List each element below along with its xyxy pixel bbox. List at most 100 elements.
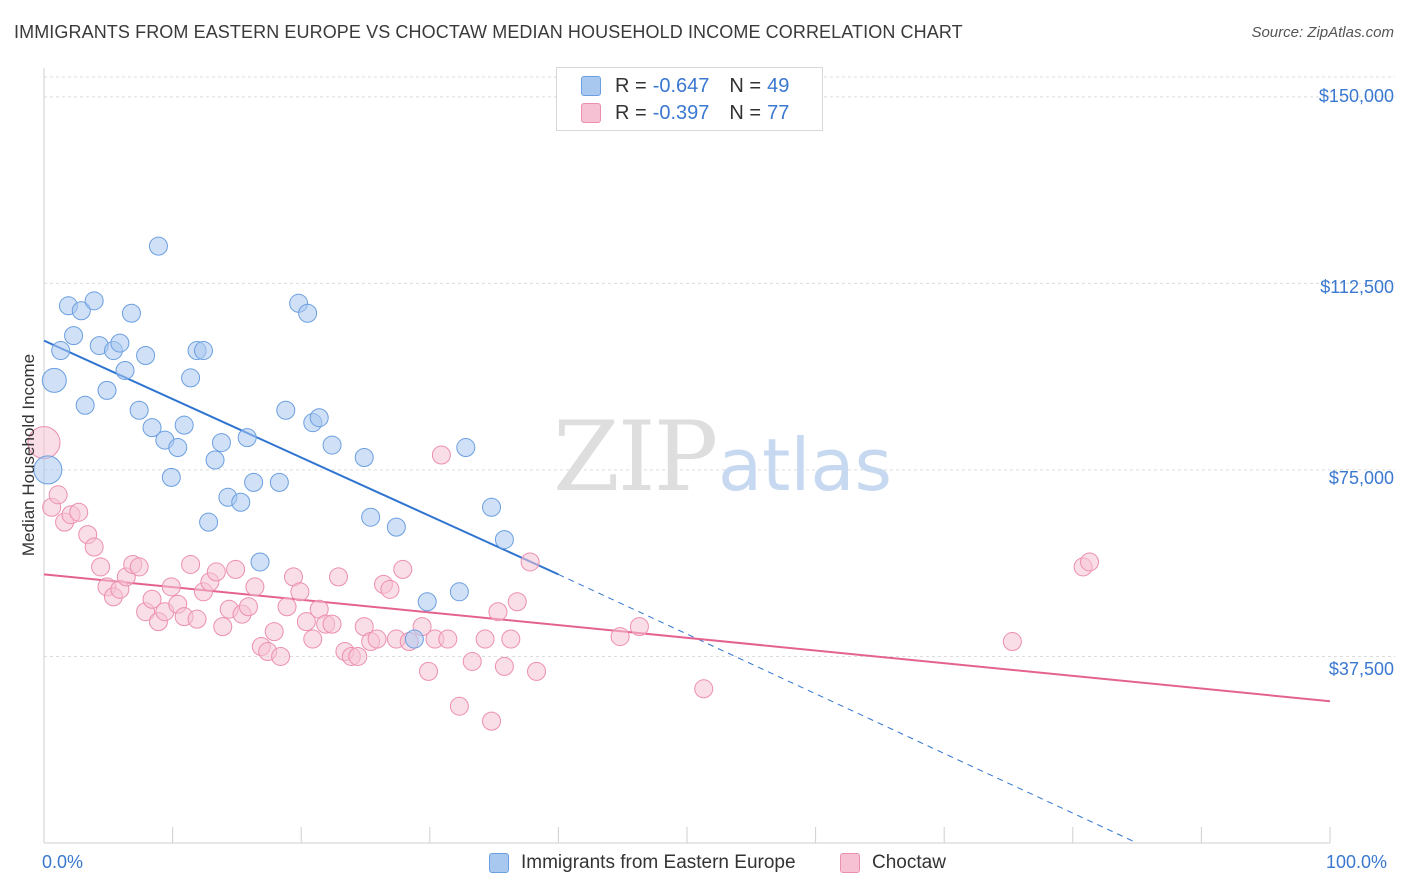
y-tick-112500: $112,500: [1320, 277, 1394, 297]
eastern-europe-point: [231, 492, 251, 512]
eastern-europe-point: [309, 408, 329, 428]
eastern-europe-point: [161, 467, 181, 487]
choctaw-point: [527, 661, 547, 681]
r-label: R =: [615, 74, 647, 97]
choctaw-points: [27, 426, 1100, 731]
y-axis-label: Median Household Income: [19, 353, 38, 557]
pink-swatch: [581, 103, 601, 123]
choctaw-point: [507, 592, 527, 612]
eastern-europe-point: [449, 582, 469, 602]
eastern-europe-point: [269, 472, 289, 492]
legend-row-eastern-europe: R = -0.647 N = 49: [581, 73, 789, 99]
eastern-europe-trend-extension: [558, 573, 1138, 844]
choctaw-point: [1080, 552, 1100, 572]
n-label: N =: [729, 101, 762, 124]
watermark-zip: ZIP: [553, 401, 716, 513]
eastern-europe-point: [115, 360, 135, 380]
eastern-europe-point: [64, 326, 84, 346]
choctaw-point: [264, 622, 284, 642]
eastern-europe-point: [168, 438, 188, 458]
eastern-europe-point: [41, 367, 67, 393]
choctaw-point: [475, 629, 495, 649]
choctaw-point: [142, 589, 162, 609]
choctaw-point: [213, 617, 233, 637]
choctaw-point: [226, 559, 246, 579]
eastern-europe-point: [456, 438, 476, 458]
eastern-europe-point: [211, 433, 231, 453]
eastern-europe-point: [129, 400, 149, 420]
legend-row-choctaw: R = -0.397 N = 77: [581, 100, 789, 126]
r-label: R =: [615, 101, 647, 124]
choctaw-point: [462, 651, 482, 671]
choctaw-point: [438, 629, 458, 649]
source-label: Source: ZipAtlas.com: [1251, 24, 1394, 41]
eastern-europe-point: [482, 497, 502, 517]
y-tick-75000: $75,000: [1328, 468, 1394, 488]
n-value: 77: [767, 101, 790, 124]
y-tick-37500: $37,500: [1328, 659, 1394, 679]
choctaw-point: [161, 577, 181, 597]
choctaw-point: [419, 661, 439, 681]
choctaw-point: [494, 656, 514, 676]
choctaw-point: [488, 602, 508, 622]
eastern-europe-point: [51, 341, 71, 361]
choctaw-point: [245, 577, 265, 597]
gridlines: [44, 76, 1395, 657]
choctaw-point: [296, 612, 316, 632]
legend-item-choctaw[interactable]: Choctaw: [840, 852, 946, 874]
choctaw-point: [271, 646, 291, 666]
blue-swatch: [581, 76, 601, 96]
eastern-europe-point: [193, 341, 213, 361]
choctaw-point: [129, 557, 149, 577]
chart-title: IMMIGRANTS FROM EASTERN EUROPE VS CHOCTA…: [14, 22, 963, 42]
choctaw-point: [431, 445, 451, 465]
choctaw-point: [48, 485, 68, 505]
eastern-europe-point: [121, 303, 141, 323]
choctaw-point: [348, 646, 368, 666]
choctaw-point: [238, 597, 258, 617]
choctaw-point: [277, 597, 297, 617]
choctaw-point: [187, 609, 207, 629]
choctaw-trend-line: [43, 573, 1331, 703]
choctaw-point: [393, 559, 413, 579]
n-label: N =: [729, 74, 762, 97]
eastern-europe-point: [276, 400, 296, 420]
eastern-europe-point: [142, 418, 162, 438]
eastern-europe-trend-line: [43, 339, 559, 576]
eastern-europe-point: [84, 291, 104, 311]
r-value: -0.647: [652, 74, 710, 97]
correlation-legend: R = -0.647 N = 49 R = -0.397 N = 77: [556, 67, 823, 131]
eastern-europe-point: [33, 455, 63, 485]
eastern-europe-point: [136, 346, 156, 366]
choctaw-point: [1002, 632, 1022, 652]
choctaw-point: [482, 711, 502, 731]
watermark-atlas: atlas: [718, 423, 892, 507]
r-value: -0.397: [652, 101, 710, 124]
choctaw-point: [629, 617, 649, 637]
choctaw-point: [367, 629, 387, 649]
eastern-europe-point: [205, 450, 225, 470]
choctaw-point: [84, 537, 104, 557]
eastern-europe-point: [494, 530, 514, 550]
eastern-europe-point: [244, 472, 264, 492]
legend-label: Choctaw: [872, 852, 946, 873]
eastern-europe-point: [181, 368, 201, 388]
choctaw-point: [328, 567, 348, 587]
choctaw-point: [181, 554, 201, 574]
eastern-europe-point: [110, 333, 130, 353]
legend-label: Immigrants from Eastern Europe: [521, 852, 796, 873]
choctaw-point: [380, 579, 400, 599]
eastern-europe-point: [417, 592, 437, 612]
eastern-europe-point: [386, 517, 406, 537]
watermark: ZIP atlas: [553, 401, 892, 513]
eastern-europe-point: [75, 395, 95, 415]
blue-swatch: [489, 853, 509, 873]
choctaw-point: [610, 627, 630, 647]
eastern-europe-points: [33, 236, 514, 649]
eastern-europe-point: [361, 507, 381, 527]
eastern-europe-point: [199, 512, 219, 532]
choctaw-point: [91, 557, 111, 577]
legend-item-eastern-europe[interactable]: Immigrants from Eastern Europe: [489, 852, 796, 874]
eastern-europe-point: [97, 380, 117, 400]
